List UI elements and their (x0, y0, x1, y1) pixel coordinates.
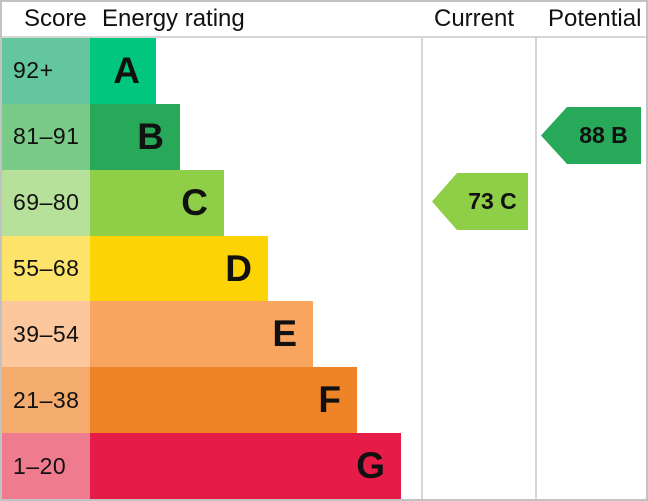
rating-letter: D (225, 247, 252, 289)
score-cell: 55–68 (2, 235, 90, 302)
score-label: 39–54 (13, 320, 80, 347)
rating-letter: G (356, 445, 385, 487)
current-marker-label: 73 C (468, 188, 517, 214)
score-cell: 21–38 (2, 367, 90, 434)
score-label: 81–91 (13, 123, 80, 150)
score-cell: 92+ (2, 38, 90, 104)
potential-marker-label: 88 B (579, 122, 628, 148)
rating-bar: F (90, 367, 357, 434)
rating-row-d: 55–68 D (2, 235, 646, 302)
score-cell: 81–91 (2, 103, 90, 170)
current-column-divider (421, 2, 423, 499)
potential-rating-marker: 88 B (541, 107, 641, 164)
rating-row-g: 1–20 G (2, 433, 646, 499)
score-label: 1–20 (13, 452, 67, 479)
potential-column-divider (535, 2, 537, 499)
header-current: Current (434, 5, 515, 32)
score-label: 55–68 (13, 255, 80, 281)
rating-letter: B (137, 115, 164, 157)
rating-row-e: 39–54 E (2, 301, 646, 368)
rating-letter: A (113, 49, 140, 91)
header-row: Score Energy rating Current Potential (2, 2, 646, 38)
rating-bar: A (90, 38, 156, 104)
rating-letter: E (272, 313, 297, 355)
rating-bar: D (90, 235, 268, 302)
score-cell: 39–54 (2, 301, 90, 368)
rating-row-a: 92+ A (2, 38, 646, 104)
score-cell: 69–80 (2, 169, 90, 236)
score-label: 69–80 (13, 189, 80, 216)
rating-letter: F (318, 379, 341, 421)
header-potential: Potential (548, 5, 642, 32)
score-label: 92+ (13, 57, 54, 84)
rating-bar: G (90, 433, 401, 499)
rating-bar: C (90, 169, 224, 236)
rating-row-c: 69–80 C (2, 169, 646, 236)
rating-bar: B (90, 103, 180, 170)
header-energy-rating: Energy rating (102, 5, 245, 32)
rating-row-b: 81–91 B (2, 103, 646, 170)
score-label: 21–38 (13, 386, 80, 413)
header-score: Score (24, 5, 87, 32)
rating-rows: 92+ A 81–91 B 69–80 C 55–68 D 39–54 E 21… (2, 38, 646, 499)
rating-letter: C (181, 181, 208, 223)
score-cell: 1–20 (2, 433, 90, 499)
rating-row-f: 21–38 F (2, 367, 646, 434)
rating-bar: E (90, 301, 313, 368)
